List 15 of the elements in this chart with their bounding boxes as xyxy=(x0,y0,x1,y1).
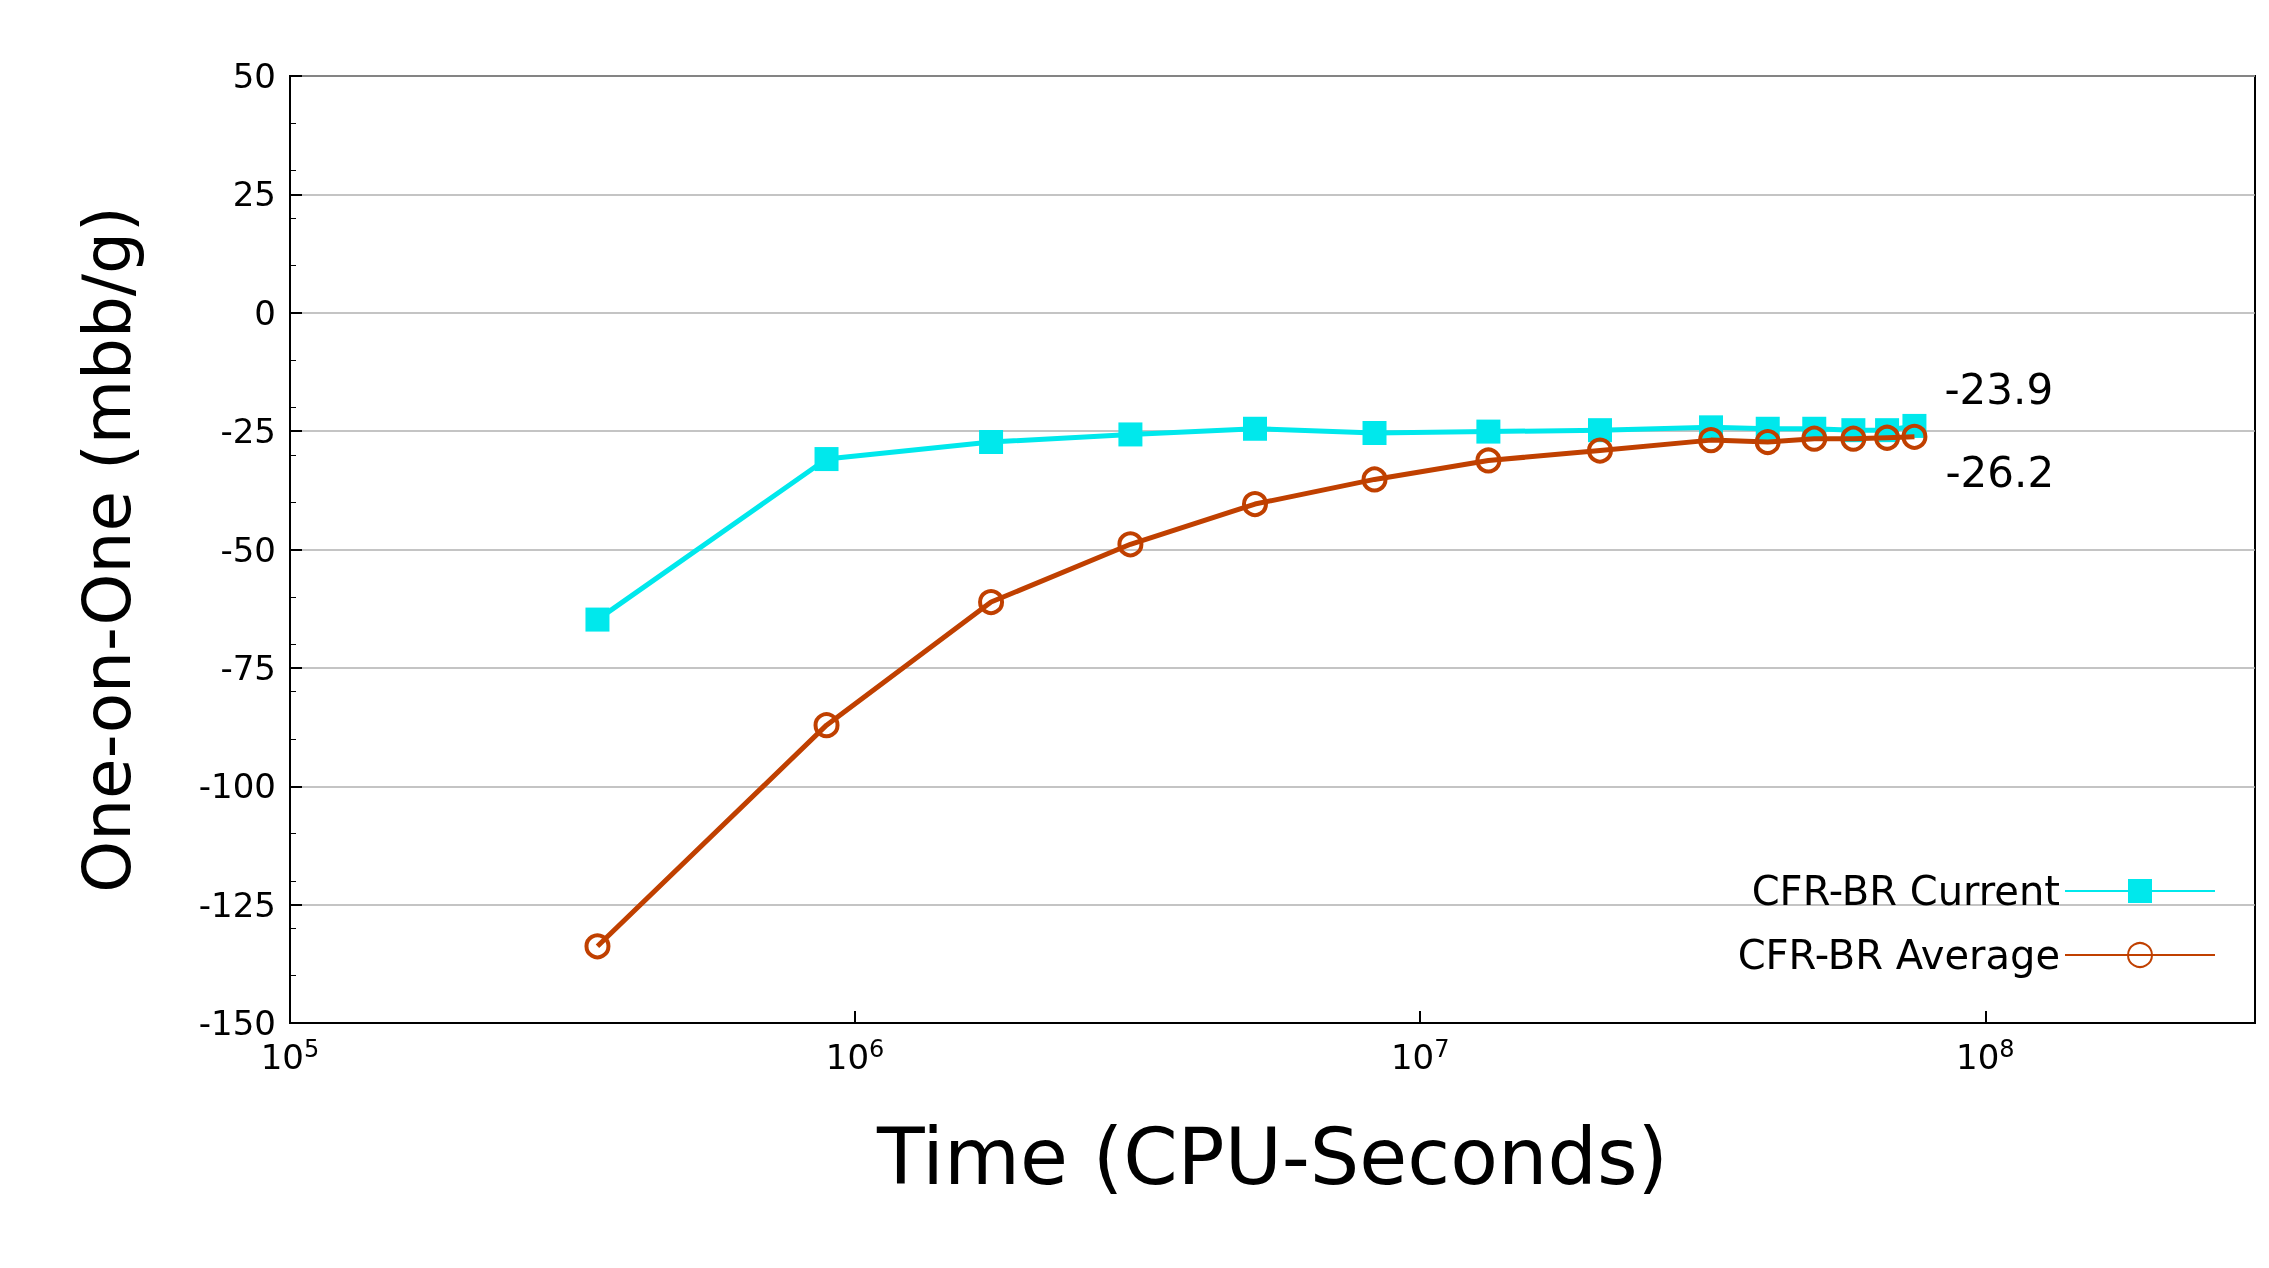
y-tick-label: 50 xyxy=(232,56,276,96)
y-tick-label: 0 xyxy=(254,292,276,333)
y-tick-label: -125 xyxy=(198,884,276,925)
y-tick-label: -75 xyxy=(220,647,276,688)
y-tick-label: -25 xyxy=(220,411,276,452)
data-label: -26.2 xyxy=(1945,448,2055,498)
y-tick-label: -50 xyxy=(220,529,276,570)
y-tick-label: 25 xyxy=(232,174,276,215)
legend-label: CFR-BR Current xyxy=(1751,868,2060,914)
x-axis-title: Time (CPU-Seconds) xyxy=(876,1112,1668,1202)
y-tick-label: -100 xyxy=(198,766,276,807)
legend-label: CFR-BR Average xyxy=(1737,932,2060,978)
y-axis-title: One-on-One (mbb/g) xyxy=(68,206,146,893)
data-label: -23.9 xyxy=(1944,365,2054,415)
y-tick-label: -150 xyxy=(198,1003,276,1043)
